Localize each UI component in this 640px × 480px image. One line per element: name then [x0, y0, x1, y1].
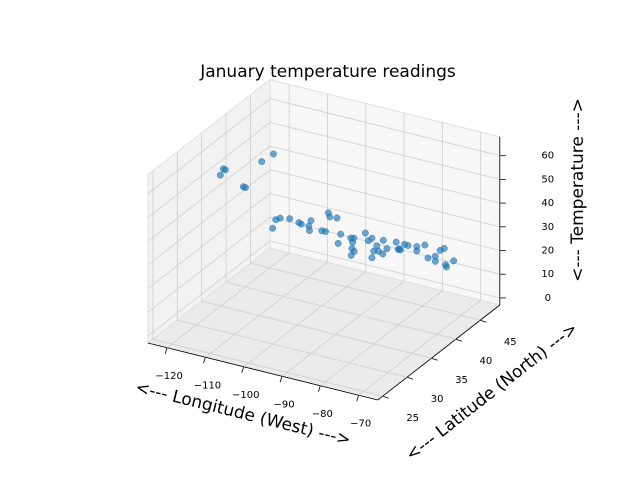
- grid-line: [269, 193, 500, 251]
- grid-line: [269, 240, 500, 299]
- grid-line: [269, 122, 500, 180]
- grid-line: [147, 216, 271, 313]
- point: [219, 165, 227, 173]
- point: [370, 247, 378, 255]
- point: [295, 219, 303, 227]
- grid-line: [269, 145, 500, 204]
- point: [424, 254, 432, 262]
- y-tick-label: 25: [406, 413, 419, 424]
- point: [379, 236, 387, 244]
- point: [383, 245, 391, 253]
- grid-line: [147, 240, 271, 337]
- x-tick-label: −100: [232, 390, 259, 401]
- z-tick-label: 30: [541, 222, 554, 233]
- point: [413, 247, 421, 255]
- grid-line: [225, 281, 456, 340]
- point: [258, 158, 266, 166]
- x-tick-label: −70: [350, 418, 371, 429]
- point: [286, 215, 294, 223]
- z-tick-label: 50: [541, 174, 554, 185]
- point: [392, 238, 400, 246]
- z-tick-label: 10: [541, 269, 554, 280]
- points: [216, 150, 458, 271]
- y-tick-mark: [382, 395, 389, 399]
- x-tick-mark: [164, 347, 168, 354]
- grid-line: [320, 290, 443, 387]
- grid-line: [147, 145, 271, 242]
- point: [396, 246, 404, 254]
- point: [431, 252, 439, 260]
- grid-line: [205, 261, 328, 358]
- x-tick-label: −80: [312, 409, 333, 420]
- point: [242, 184, 249, 191]
- y-tick-label: 45: [504, 337, 517, 348]
- y-tick-mark: [455, 338, 463, 342]
- z-tick-label: 60: [541, 151, 554, 162]
- point: [337, 230, 345, 238]
- point: [436, 246, 444, 254]
- point: [269, 224, 277, 232]
- point: [368, 234, 376, 242]
- grid-line: [147, 193, 271, 289]
- grid-line: [281, 280, 405, 377]
- y-tick-label: 35: [455, 375, 468, 386]
- z-axis-label: <--- Temperature --->: [568, 98, 588, 282]
- y-tick-mark: [406, 376, 414, 380]
- x-tick-mark: [241, 366, 245, 373]
- grid-line: [147, 122, 271, 218]
- x-tick-mark: [317, 385, 321, 392]
- grid-line: [243, 271, 366, 368]
- point: [326, 213, 334, 221]
- point: [350, 247, 358, 255]
- y-tick-mark: [480, 319, 487, 323]
- x-tick-label: −90: [273, 399, 294, 410]
- point: [379, 250, 387, 258]
- z-tick-label: 40: [541, 198, 554, 209]
- y-tick-label: 30: [431, 394, 444, 405]
- point: [442, 261, 450, 269]
- x-axis-line: [147, 342, 378, 401]
- y-tick-label: 40: [480, 356, 493, 367]
- point: [216, 171, 224, 179]
- point: [272, 216, 280, 224]
- grid-line: [358, 299, 481, 396]
- y-axis-line: [377, 304, 501, 401]
- point: [305, 227, 313, 235]
- point: [334, 239, 342, 247]
- grid-line: [269, 98, 500, 157]
- x-tick-mark: [356, 395, 360, 402]
- grid-line: [250, 262, 481, 321]
- z-tick-label: 20: [541, 245, 554, 256]
- point: [373, 242, 381, 250]
- z-tick-label: 0: [545, 293, 551, 304]
- point: [421, 241, 429, 249]
- x-tick-mark: [203, 357, 206, 364]
- point: [361, 229, 369, 237]
- point: [450, 257, 458, 265]
- grid-line: [147, 169, 271, 266]
- grid-line: [147, 98, 271, 195]
- point: [270, 150, 277, 158]
- grid-line: [177, 319, 408, 378]
- point: [307, 217, 315, 225]
- panes: [146, 78, 501, 401]
- point: [347, 234, 355, 242]
- grid-line: [201, 300, 432, 359]
- x-tick-label: −110: [194, 380, 221, 391]
- point: [368, 254, 376, 262]
- x-tick-mark: [279, 376, 283, 383]
- point: [318, 227, 326, 235]
- y-tick-mark: [431, 357, 438, 361]
- x-tick-label: −120: [155, 371, 182, 382]
- point: [404, 242, 412, 249]
- grid-line: [166, 252, 290, 349]
- grid: [147, 84, 506, 402]
- grid-line: [152, 338, 383, 397]
- point: [333, 214, 341, 222]
- chart-title: January temperature readings: [199, 62, 456, 82]
- grid-line: [269, 169, 500, 228]
